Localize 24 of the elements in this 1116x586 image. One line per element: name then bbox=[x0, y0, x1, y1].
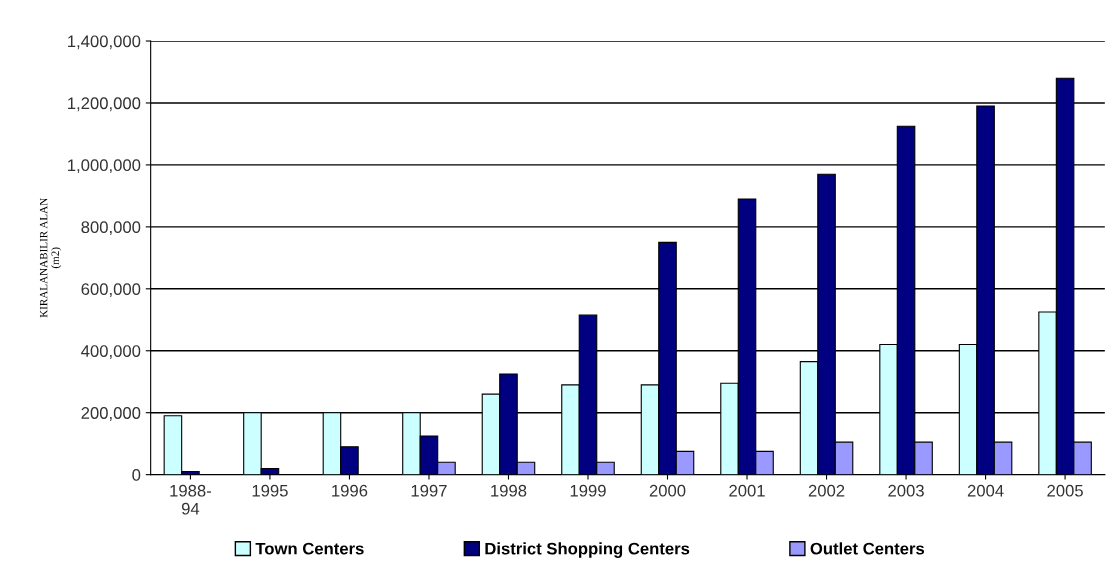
y-tick-label: 1,400,000 bbox=[68, 35, 141, 50]
legend-label: District Shopping Centers bbox=[485, 542, 690, 558]
y-tick-label: 1,200,000 bbox=[68, 97, 141, 112]
x-tick-label: 2005 bbox=[1047, 484, 1083, 497]
x-tick-label: 1999 bbox=[570, 484, 606, 497]
x-tick-label: 2000 bbox=[649, 484, 686, 497]
y-tick-label: 600,000 bbox=[81, 283, 141, 297]
x-tick-label: 2002 bbox=[808, 484, 845, 497]
x-tick-label: 1998 bbox=[491, 484, 527, 497]
x-tick-label: 1996 bbox=[332, 484, 368, 497]
legend-label: Town Centers bbox=[255, 542, 364, 555]
x-tick-label: 2004 bbox=[967, 484, 1004, 497]
legend-label: Outlet Centers bbox=[810, 542, 925, 555]
x-tick-label: 1995 bbox=[252, 484, 288, 497]
y-tick-label: 400,000 bbox=[81, 345, 141, 359]
y-tick-label: 200,000 bbox=[81, 407, 141, 421]
y-tick-label: 1,000,000 bbox=[68, 159, 141, 174]
x-tick-label: 1997 bbox=[411, 484, 447, 497]
y-tick-label: 800,000 bbox=[81, 221, 141, 236]
x-tick-label: 1988- 94 bbox=[170, 484, 211, 515]
x-tick-label: 2001 bbox=[729, 484, 765, 497]
y-axis-title: KIRALANABILIR ALAN (m2) bbox=[39, 198, 62, 318]
x-tick-label: 2003 bbox=[888, 484, 924, 497]
y-tick-label: 0 bbox=[132, 469, 141, 481]
